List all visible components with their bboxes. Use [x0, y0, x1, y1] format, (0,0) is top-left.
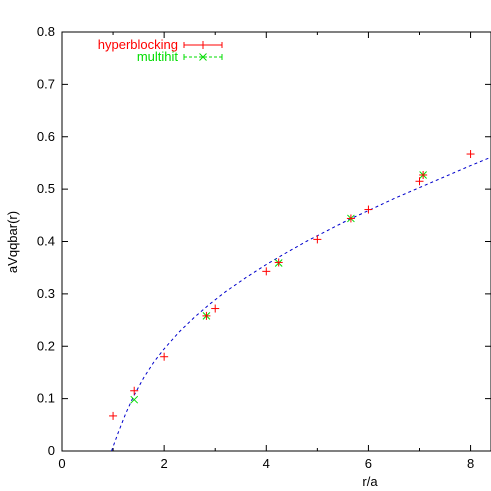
y-tick-label: 0.3 [37, 286, 55, 301]
y-tick-label: 0.5 [37, 181, 55, 196]
hyperblocking-point [109, 411, 118, 420]
x-tick-label: 8 [467, 456, 474, 471]
legend-label-multihit: multihit [137, 49, 179, 64]
fit-curve [111, 156, 491, 452]
y-axis-label: aVqqbar(r) [5, 211, 20, 273]
hyperblocking-point [160, 352, 169, 361]
legend-item-multihit: multihit [137, 49, 223, 64]
legend-label-hyperblocking: hyperblocking [98, 37, 178, 52]
y-tick-label: 0.6 [37, 129, 55, 144]
y-tick-label: 0 [48, 443, 55, 458]
x-axis-label: r/a [362, 474, 378, 489]
hyperblocking-point [274, 258, 283, 267]
y-tick-label: 0.1 [37, 391, 55, 406]
hyperblocking-point [415, 177, 424, 186]
tick-labels: 0 2 4 6 8 0 0.1 0.2 0.3 0.4 0.5 0.6 0.7 0.8 [37, 24, 474, 471]
hyperblocking-point [262, 267, 271, 276]
hyperblocking-point [419, 170, 428, 179]
y-tick-label: 0.7 [37, 76, 55, 91]
data-points [109, 150, 475, 420]
hyperblocking-point [313, 235, 322, 244]
hyperblocking-point [346, 214, 355, 223]
y-tick-label: 0.4 [37, 234, 55, 249]
x-tick-label: 6 [365, 456, 372, 471]
x-tick-label: 4 [263, 456, 270, 471]
hyperblocking-point [211, 304, 220, 313]
legend-item-hyperblocking: hyperblocking [98, 37, 223, 52]
hyperblocking-point [202, 311, 211, 320]
fit-line [111, 156, 491, 452]
x-tick-label: 0 [58, 456, 65, 471]
tick-marks [61, 31, 491, 452]
hyperblocking-point [130, 386, 139, 395]
multihit-point [130, 395, 139, 404]
y-tick-label: 0.2 [37, 338, 55, 353]
x-tick-label: 2 [161, 456, 168, 471]
hyperblocking-point [364, 205, 373, 214]
y-tick-label: 0.8 [37, 24, 55, 39]
plot-frame [61, 31, 491, 452]
hyperblocking-point [466, 150, 475, 159]
